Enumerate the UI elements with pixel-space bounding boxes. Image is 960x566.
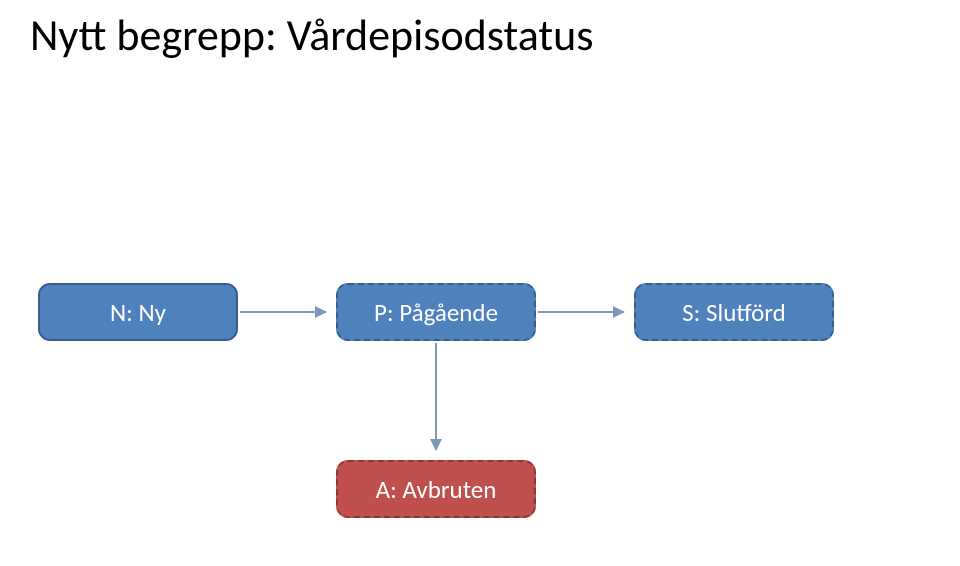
node-pagaende-label: P: Pågående xyxy=(374,297,498,328)
node-avbruten-label: A: Avbruten xyxy=(376,474,497,505)
node-pagaende: P: Pågående xyxy=(336,283,536,341)
node-ny: N: Ny xyxy=(38,283,238,341)
node-ny-label: N: Ny xyxy=(110,297,166,328)
node-avbruten: A: Avbruten xyxy=(336,460,536,518)
arrow-n-to-p xyxy=(240,311,326,313)
node-slutford-label: S: Slutförd xyxy=(682,297,786,328)
page-title: Nytt begrepp: Vårdepisodstatus xyxy=(30,8,593,62)
arrow-p-to-a xyxy=(435,343,437,450)
arrow-p-to-s xyxy=(538,311,624,313)
node-slutford: S: Slutförd xyxy=(634,283,834,341)
